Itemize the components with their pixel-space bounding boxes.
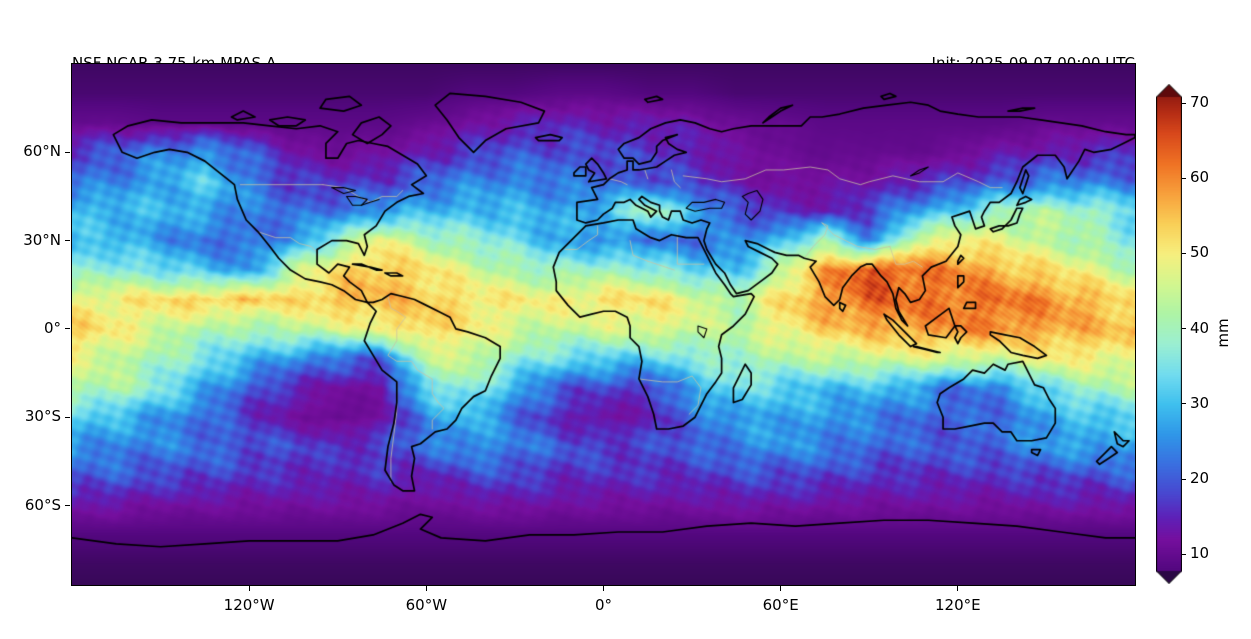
- x-axis-tick: [780, 586, 782, 591]
- x-tick-label: 0°: [594, 596, 613, 614]
- colorbar-tick: [1182, 403, 1186, 405]
- colorbar-tick-label: 10: [1190, 544, 1210, 563]
- colorbar-canvas: [1156, 84, 1182, 584]
- colorbar-tick-label: 70: [1190, 93, 1210, 112]
- x-tick-label: 60°E: [762, 596, 799, 614]
- y-axis-tick: [65, 505, 70, 507]
- x-axis-tick: [603, 586, 604, 591]
- y-axis-tick: [65, 328, 70, 330]
- y-tick-label: 30°N: [23, 230, 61, 249]
- y-tick-label: 0°: [43, 318, 61, 337]
- x-tick-label: 60°W: [405, 596, 448, 614]
- y-axis-tick: [65, 416, 70, 418]
- y-axis-tick: [65, 151, 70, 153]
- colorbar-unit-label: mm: [1214, 318, 1232, 348]
- y-axis-tick: [65, 240, 70, 242]
- map-frame: [71, 63, 1136, 586]
- map-canvas: [72, 64, 1135, 585]
- colorbar-tick: [1182, 252, 1186, 254]
- colorbar-tick: [1182, 553, 1186, 555]
- colorbar-tick: [1182, 102, 1186, 104]
- x-axis-tick: [425, 586, 427, 591]
- x-axis-tick: [957, 586, 959, 591]
- colorbar-tick-label: 30: [1190, 393, 1210, 412]
- y-tick-label: 60°S: [24, 495, 61, 514]
- colorbar-tick-label: 20: [1190, 469, 1210, 488]
- x-tick-label: 120°W: [223, 596, 275, 614]
- y-tick-label: 60°N: [23, 142, 61, 161]
- x-tick-label: 120°E: [935, 596, 981, 614]
- colorbar-tick: [1182, 328, 1186, 330]
- colorbar-tick-label: 40: [1190, 318, 1210, 337]
- colorbar-tick-label: 50: [1190, 243, 1210, 262]
- y-tick-label: 30°S: [24, 407, 61, 426]
- colorbar-tick-label: 60: [1190, 168, 1210, 187]
- colorbar-tick: [1182, 478, 1186, 480]
- colorbar-tick: [1182, 177, 1186, 179]
- x-axis-tick: [248, 586, 250, 591]
